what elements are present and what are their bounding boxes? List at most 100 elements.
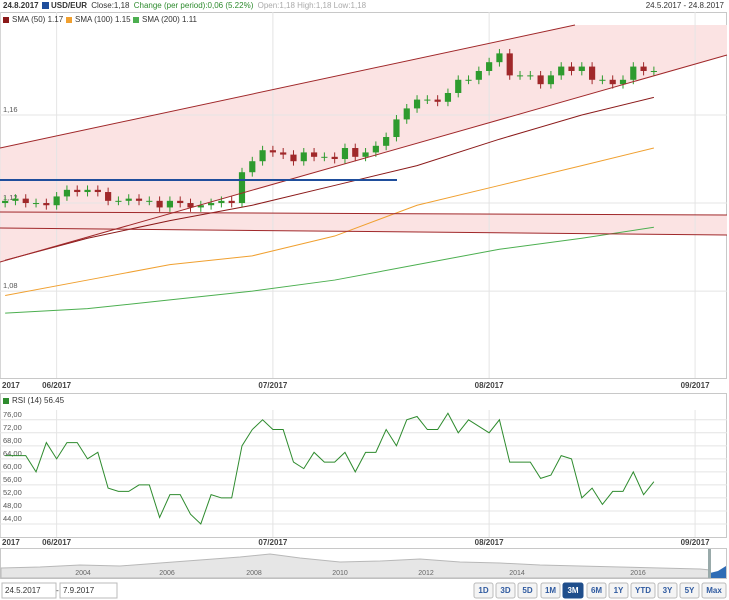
range-button[interactable]: Max xyxy=(701,582,727,599)
candle-body xyxy=(434,99,441,102)
button-label: 1D xyxy=(478,586,488,595)
navigator-year: 2016 xyxy=(630,570,646,577)
candle-body xyxy=(156,200,163,208)
to-input[interactable] xyxy=(59,582,118,599)
legend-swatch xyxy=(3,17,9,23)
button-label: Max xyxy=(706,586,722,595)
candle xyxy=(352,143,359,162)
candle xyxy=(444,88,452,107)
candle xyxy=(527,70,534,80)
range-button[interactable]: 1Y xyxy=(608,582,629,599)
candle xyxy=(187,198,194,212)
x-tick-label: 2017 xyxy=(2,381,20,390)
candle-body xyxy=(352,148,359,157)
header-line: USD/EUR Close:1,18 Change (per period):0… xyxy=(51,1,367,10)
range-button[interactable]: 5Y xyxy=(679,582,700,599)
candle-body xyxy=(403,108,410,120)
candle xyxy=(331,152,338,164)
candle xyxy=(362,148,369,162)
change: Change (per period):0,06 (5.22%) xyxy=(134,1,254,10)
candle-body xyxy=(269,150,276,153)
candle xyxy=(166,196,173,212)
range-button[interactable]: 5D xyxy=(517,582,538,599)
button-face xyxy=(495,582,516,599)
candle xyxy=(619,75,627,89)
sma-line xyxy=(5,147,655,296)
candle-body xyxy=(640,66,647,71)
candle-body xyxy=(125,198,132,201)
y-tick-label: 64,00 xyxy=(3,449,22,458)
header-date: 24.8.2017 xyxy=(3,1,39,10)
candle-body xyxy=(650,70,657,72)
candle xyxy=(43,198,50,210)
candle xyxy=(177,196,184,208)
range-button[interactable]: 6M xyxy=(586,582,607,599)
candle xyxy=(218,196,225,208)
sma-line xyxy=(5,226,654,314)
channel-upper xyxy=(0,24,576,149)
candle-body xyxy=(63,189,71,197)
candle-body xyxy=(527,75,534,77)
candle xyxy=(568,62,575,76)
navigator-year: 2008 xyxy=(246,570,262,577)
candle xyxy=(465,75,472,85)
ohlc: Open:1,18 High:1,18 Low:1,18 xyxy=(258,1,367,10)
candle xyxy=(434,95,441,107)
candle-body xyxy=(599,79,606,81)
candle xyxy=(372,141,379,157)
candle-body xyxy=(22,198,29,204)
candle xyxy=(496,48,503,67)
to-date: 7.9.2017 xyxy=(63,586,95,595)
legend-swatch xyxy=(66,17,72,23)
range-button[interactable]: 3D xyxy=(495,582,516,599)
candle xyxy=(640,62,647,76)
button-face xyxy=(701,582,727,599)
button-label: YTD xyxy=(635,586,651,595)
button-face xyxy=(517,582,538,599)
y-tick-label: 60,00 xyxy=(3,462,22,471)
candle xyxy=(578,62,585,76)
candle-body xyxy=(372,145,379,153)
candle-body xyxy=(228,200,235,204)
candle xyxy=(310,148,318,162)
candle xyxy=(259,145,266,166)
from-input[interactable] xyxy=(1,582,57,599)
candle xyxy=(383,132,390,151)
candle xyxy=(609,75,616,89)
candle-body xyxy=(609,79,616,85)
candle xyxy=(650,66,657,76)
candle xyxy=(12,194,19,206)
button-face xyxy=(586,582,607,599)
candle xyxy=(32,198,40,208)
candle xyxy=(413,95,421,113)
legend-swatch xyxy=(133,17,139,23)
candle-body xyxy=(146,200,153,202)
candle xyxy=(290,150,297,166)
candle-body xyxy=(280,152,287,155)
candle-body xyxy=(115,200,122,202)
x-tick-label: 06/2017 xyxy=(42,538,71,547)
navigator-year: 2010 xyxy=(332,570,348,577)
x-tick-label: 06/2017 xyxy=(42,381,71,390)
candle-body xyxy=(486,62,493,71)
range-button[interactable]: 1D xyxy=(473,582,494,599)
candle-body xyxy=(465,79,472,81)
candle-body xyxy=(74,189,81,193)
candle-body xyxy=(413,99,421,109)
range-button[interactable]: 1M xyxy=(540,582,561,599)
button-label: 3Y xyxy=(663,586,673,595)
candle-body xyxy=(300,152,307,162)
range-button[interactable]: 3Y xyxy=(657,582,678,599)
candle xyxy=(475,66,482,85)
candle-body xyxy=(43,203,50,206)
candle-body xyxy=(53,196,60,206)
candle-body xyxy=(310,152,318,157)
y-tick-label: 1,16 xyxy=(3,105,18,114)
range-button[interactable]: YTD xyxy=(630,582,656,599)
candle xyxy=(506,48,513,80)
range-button[interactable]: 3M xyxy=(562,582,584,599)
candle-body xyxy=(424,99,431,101)
sma-line xyxy=(5,96,655,261)
candle xyxy=(22,194,29,208)
navigator-handle[interactable] xyxy=(708,549,711,578)
